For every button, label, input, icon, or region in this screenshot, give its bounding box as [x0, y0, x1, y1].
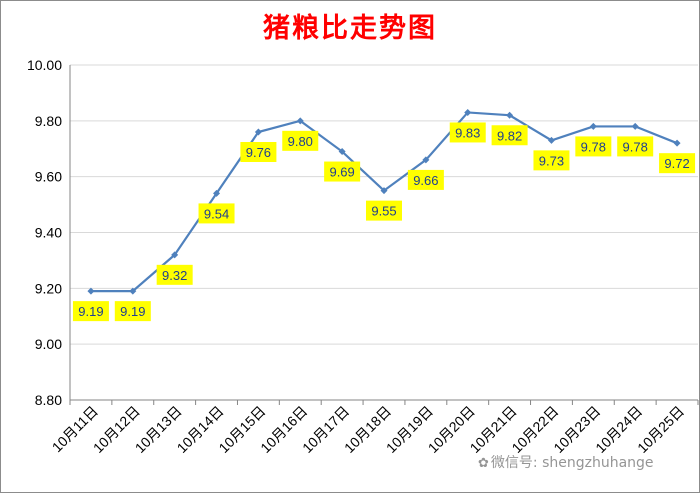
- data-label-box: [659, 153, 696, 174]
- data-point: [213, 189, 221, 197]
- data-point: [254, 128, 262, 136]
- y-tick-label: 9.40: [35, 225, 62, 241]
- data-label: 9.76: [246, 145, 271, 160]
- wechat-icon: ✿: [478, 456, 489, 471]
- data-label: 9.73: [539, 153, 564, 168]
- data-label: 9.66: [413, 173, 438, 188]
- data-label-box: [114, 301, 151, 322]
- data-label-box: [533, 150, 570, 171]
- data-point: [547, 136, 555, 144]
- y-tick-label: 9.00: [35, 336, 62, 352]
- data-point: [589, 122, 597, 130]
- y-tick-label: 10.00: [27, 57, 62, 73]
- data-label-box: [366, 200, 402, 221]
- watermark-text: 微信号: shengzhuhange: [490, 455, 654, 471]
- data-label: 9.80: [288, 134, 313, 149]
- data-label: 9.19: [120, 304, 145, 319]
- y-tick-label: 9.20: [35, 280, 62, 296]
- data-label-box: [198, 203, 235, 224]
- data-label: 9.19: [78, 304, 103, 319]
- data-label-box: [617, 136, 654, 157]
- data-label-box: [407, 169, 444, 190]
- data-label-box: [282, 130, 319, 151]
- data-point: [422, 156, 430, 164]
- data-label-box: [72, 301, 109, 322]
- chart-title: 猪粮比走势图: [263, 13, 437, 44]
- data-label: 9.78: [623, 139, 648, 154]
- data-label: 9.55: [371, 204, 396, 219]
- data-point: [506, 111, 514, 119]
- data-label: 9.69: [329, 165, 354, 180]
- data-point: [296, 117, 304, 125]
- data-point: [631, 122, 639, 130]
- data-label: 9.78: [581, 139, 606, 154]
- data-point: [129, 287, 137, 295]
- data-point: [380, 187, 388, 195]
- x-tick-label: 10月25日: [634, 403, 687, 456]
- data-label-box: [491, 125, 528, 146]
- data-point: [171, 251, 179, 259]
- data-label: 9.54: [204, 206, 229, 221]
- data-point: [464, 108, 472, 116]
- y-tick-label: 8.80: [35, 392, 62, 408]
- data-label-box: [575, 136, 612, 157]
- data-label: 9.83: [455, 125, 480, 140]
- data-label: 9.82: [497, 128, 522, 143]
- y-tick-label: 9.60: [35, 169, 62, 185]
- watermark: ✿ 微信号: shengzhuhange: [478, 452, 654, 472]
- data-label: 9.72: [664, 156, 689, 171]
- y-tick-label: 9.80: [35, 113, 62, 129]
- data-label: 9.32: [162, 268, 187, 283]
- data-label-box: [324, 161, 361, 182]
- data-point: [673, 139, 681, 147]
- data-point: [338, 148, 346, 156]
- data-point: [87, 287, 95, 295]
- data-label-box: [156, 264, 193, 285]
- data-label-box: [240, 142, 277, 162]
- data-label-box: [449, 122, 486, 143]
